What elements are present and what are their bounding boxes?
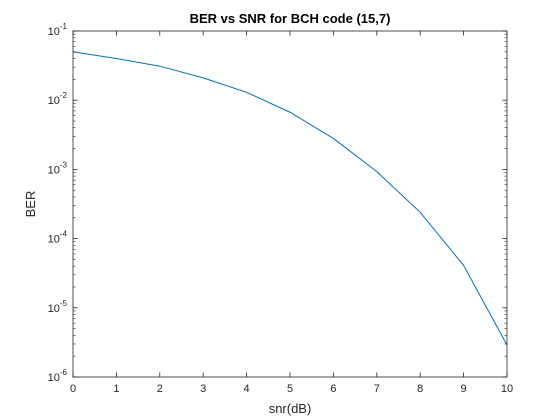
x-tick-label: 10	[501, 383, 513, 395]
x-axis-label: snr(dB)	[269, 401, 312, 416]
series-layer	[72, 51, 508, 346]
x-tick-label: 4	[244, 383, 250, 395]
series-line	[72, 51, 508, 346]
y-tick-label: 10-6	[48, 368, 68, 384]
x-tick-label: 7	[374, 383, 380, 395]
x-tick-label: 0	[70, 383, 76, 395]
x-tick-label: 6	[330, 383, 336, 395]
x-tick-label: 2	[157, 383, 163, 395]
plot-area	[73, 31, 507, 377]
x-tick-label: 9	[461, 383, 467, 395]
y-tick-label: 10-3	[48, 160, 68, 176]
axes-layer: 0 1 2 3 4 5 6 7 8 9 10 10-6 10-5 10-4 10-3 10-2 10-1	[48, 22, 514, 395]
x-tick-label: 8	[417, 383, 423, 395]
y-tick-label: 10-1	[48, 22, 68, 38]
y-tick-label: 10-4	[48, 230, 68, 246]
x-tick-label: 1	[113, 383, 119, 395]
x-tick-label: 3	[200, 383, 206, 395]
y-tick-label: 10-5	[48, 299, 68, 315]
y-tick-label: 10-2	[48, 91, 68, 107]
y-axis-label: BER	[23, 191, 38, 218]
chart-title: BER vs SNR for BCH code (15,7)	[190, 11, 391, 26]
x-tick-label: 5	[287, 383, 293, 395]
